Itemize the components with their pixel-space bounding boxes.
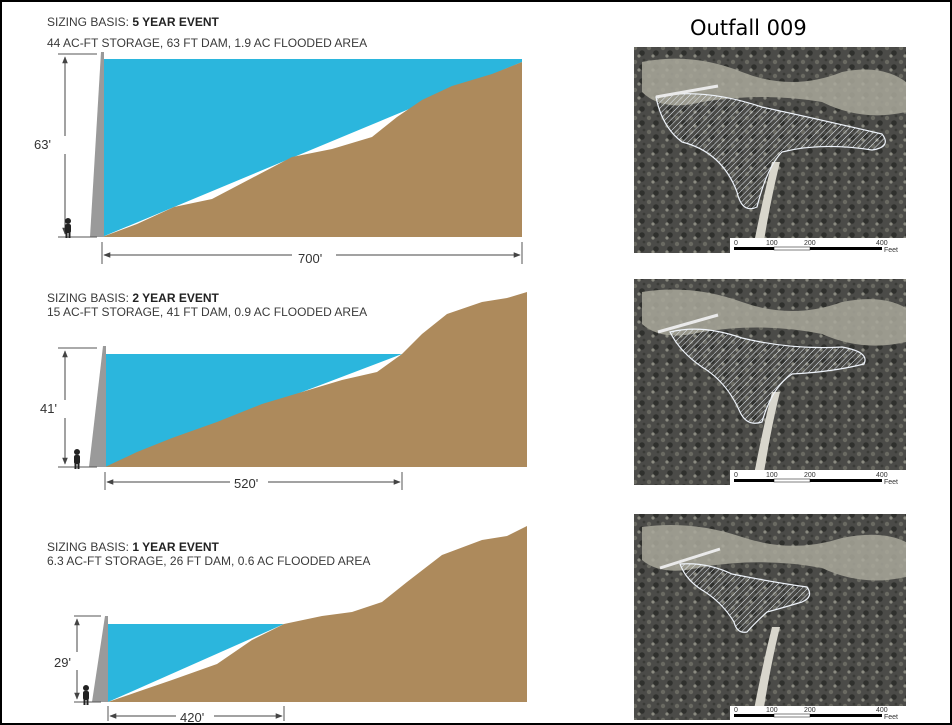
terrain-light [642,524,906,581]
length-label-bg [292,248,336,264]
scale-bar [773,478,811,483]
dam-line [659,547,721,570]
scale-tick-200: 200 [804,707,816,714]
length-label: 700' [298,251,322,266]
outfall-title: Outfall 009 [690,16,807,40]
scale-bar [734,479,774,482]
panel-1-year: SIZING BASIS: 1 YEAR EVENT 6.3 AC-FT STO… [47,526,527,723]
scale-bar [773,713,811,718]
aerial-map-2-year: 0 100 200 400 Feet [634,279,906,486]
scale-tick-0: 0 [734,240,738,247]
height-label: 29' [54,655,71,670]
scale-unit: Feet [884,714,898,721]
stream-channel [752,162,780,253]
dam [89,346,106,467]
panel-3-summary: 6.3 AC-FT STORAGE, 26 FT DAM, 0.6 AC FLO… [47,554,370,568]
dam-line [657,313,719,334]
scale-tick-200: 200 [804,472,816,479]
ground-profile [108,526,527,702]
panel-2-basis: SIZING BASIS: 2 YEAR EVENT [47,291,220,305]
scale-bar [734,714,774,717]
scale-tick-100: 100 [766,472,778,479]
height-label: 41' [40,401,57,416]
length-label-bg [230,474,268,490]
scale-bar [810,714,882,717]
scale-tick-100: 100 [766,707,778,714]
length-label: 520' [234,476,258,491]
scale-unit: Feet [884,247,898,254]
terrain-light [642,58,906,116]
panel-1-basis: SIZING BASIS: 5 YEAR EVENT [47,15,220,29]
terrain-light [642,289,906,346]
scale-bar [734,247,774,250]
length-label: 420' [180,710,204,723]
scale-tick-400: 400 [876,707,888,714]
scale-tick-100: 100 [766,240,778,247]
height-label-bg [54,136,78,154]
scale-tick-200: 200 [804,240,816,247]
panel-2-year: SIZING BASIS: 2 YEAR EVENT 15 AC-FT STOR… [40,291,527,491]
height-label-bg [64,652,90,670]
panel-2-summary: 15 AC-FT STORAGE, 41 FT DAM, 0.9 AC FLOO… [47,305,367,319]
flood-extent [669,328,866,424]
flood-extent [679,563,811,633]
scale-unit: Feet [884,479,898,486]
scale-tick-400: 400 [876,472,888,479]
person-icon [74,449,80,469]
scale-bar [810,479,882,482]
height-label-bg [54,400,78,418]
dam [90,52,104,237]
ground-profile [105,292,527,467]
scale-tick-400: 400 [876,240,888,247]
aerial-map-1-year: 0 100 200 400 Feet [634,514,906,721]
dam-line [655,84,719,99]
scale-tick-0: 0 [734,707,738,714]
panel-1-summary: 44 AC-FT STORAGE, 63 FT DAM, 1.9 AC FLOO… [47,36,367,50]
length-label-bg [176,709,214,723]
flood-extent [655,93,886,210]
height-label: 63' [34,137,51,152]
ground-profile [102,62,522,237]
dam [92,616,108,702]
stream-channel [752,627,780,720]
person-icon [65,218,71,238]
scale-tick-0: 0 [734,472,738,479]
stream-channel [752,392,780,485]
person-icon [83,685,89,705]
scale-bar [810,247,882,250]
water-pool [108,624,284,702]
panel-5-year: SIZING BASIS: 5 YEAR EVENT 44 AC-FT STOR… [34,15,523,266]
aerial-map-5-year: 0 100 200 400 Feet [634,47,906,254]
scale-bar [773,246,811,251]
panel-3-basis: SIZING BASIS: 1 YEAR EVENT [47,540,220,554]
